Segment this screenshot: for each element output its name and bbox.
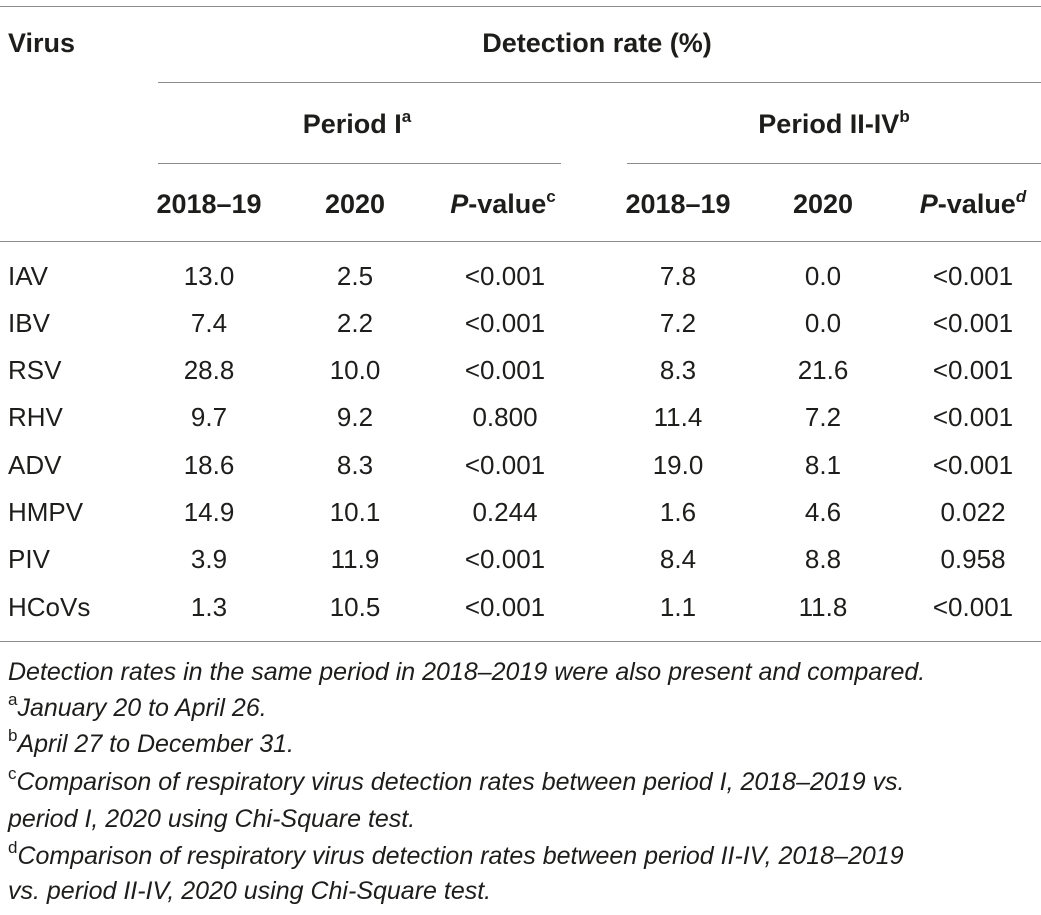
cell-p2-pvalue: 0.958	[940, 544, 1006, 574]
cell-p1-pvalue: <0.001	[464, 355, 546, 385]
cell-p2-pvalue: <0.001	[932, 450, 1014, 480]
cell-p1-2020: 2.2	[336, 308, 374, 338]
cell-p1-2020: 10.1	[329, 497, 381, 527]
footnote-d-continued: vs. period II-IV, 2020 using Chi-Square …	[8, 877, 492, 905]
footnote-c-continued: period I, 2020 using Chi-Square test.	[8, 805, 416, 833]
col-p1-2018-header: 2018–19	[156, 189, 262, 219]
header-bottom-rule	[0, 241, 1041, 242]
cell-p1-2018: 1.3	[190, 592, 228, 622]
cell-p1-2020: 11.9	[330, 544, 380, 574]
cell-p1-pvalue: <0.001	[464, 308, 546, 338]
col-p2-2020-header: 2020	[792, 189, 854, 219]
cell-p2-2020: 21.6	[797, 355, 849, 385]
cell-p2-pvalue: <0.001	[932, 261, 1014, 291]
period2-header: Period II-IVb	[758, 107, 910, 139]
cell-p1-2018: 3.9	[190, 544, 228, 574]
cell-p1-2018: 28.8	[183, 355, 235, 385]
col-p1-pvalue-header: P-valuec	[450, 187, 556, 219]
cell-p1-pvalue: <0.001	[464, 450, 546, 480]
cell-p2-2018: 7.2	[659, 308, 697, 338]
row-virus: RSV	[8, 355, 62, 385]
cell-p1-2020: 10.0	[329, 355, 381, 385]
row-virus: HMPV	[8, 497, 84, 527]
virus-header: Virus	[8, 28, 76, 58]
footnote-d: dComparison of respiratory virus detecti…	[8, 838, 904, 870]
footnote-c: cComparison of respiratory virus detecti…	[8, 764, 905, 796]
cell-p2-2020: 0.0	[804, 308, 842, 338]
cell-p1-2020: 10.5	[329, 592, 381, 622]
cell-p1-pvalue: <0.001	[464, 261, 546, 291]
cell-p1-2020: 2.5	[336, 261, 374, 291]
cell-p1-pvalue: 0.800	[472, 402, 538, 432]
cell-p1-2018: 13.0	[183, 261, 235, 291]
col-p2-pvalue-header: P-valued	[919, 187, 1027, 219]
cell-p2-pvalue: <0.001	[932, 308, 1014, 338]
cell-p2-pvalue: <0.001	[932, 402, 1014, 432]
cell-p2-2020: 0.0	[804, 261, 842, 291]
row-virus: HCoVs	[8, 592, 91, 622]
cell-p1-pvalue: 0.244	[472, 497, 538, 527]
period2-underline	[627, 163, 1041, 164]
footnote-b: bApril 27 to December 31.	[8, 726, 294, 758]
table-top-rule	[0, 6, 1041, 7]
cell-p1-2020: 8.3	[336, 450, 374, 480]
table-bottom-rule	[0, 641, 1041, 642]
cell-p2-2018: 11.4	[653, 402, 703, 432]
cell-p1-2020: 9.2	[336, 402, 374, 432]
cell-p2-2020: 4.6	[804, 497, 842, 527]
col-p1-2020-header: 2020	[324, 189, 386, 219]
cell-p2-2018: 8.3	[659, 355, 697, 385]
cell-p1-2018: 18.6	[183, 450, 235, 480]
footnote-a: aJanuary 20 to April 26.	[8, 690, 267, 722]
cell-p2-pvalue: <0.001	[932, 355, 1014, 385]
cell-p2-2020: 11.8	[798, 592, 848, 622]
cell-p2-pvalue: 0.022	[940, 497, 1006, 527]
row-virus: IBV	[8, 308, 50, 338]
period1-header: Period Ia	[302, 107, 412, 139]
period1-underline	[158, 163, 561, 164]
footnote-intro: Detection rates in the same period in 20…	[8, 658, 926, 686]
cell-p1-pvalue: <0.001	[464, 544, 546, 574]
cell-p2-2020: 8.1	[804, 450, 842, 480]
row-virus: RHV	[8, 402, 63, 432]
cell-p2-2018: 7.8	[659, 261, 697, 291]
cell-p1-pvalue: <0.001	[464, 592, 546, 622]
cell-p2-2018: 19.0	[652, 450, 704, 480]
row-virus: PIV	[8, 544, 50, 574]
cell-p1-2018: 14.9	[183, 497, 235, 527]
cell-p1-2018: 9.7	[190, 402, 228, 432]
cell-p2-2018: 1.6	[659, 497, 697, 527]
cell-p2-pvalue: <0.001	[932, 592, 1014, 622]
cell-p2-2020: 8.8	[804, 544, 842, 574]
cell-p2-2020: 7.2	[804, 402, 842, 432]
cell-p2-2018: 8.4	[659, 544, 697, 574]
cell-p2-2018: 1.1	[659, 592, 697, 622]
cell-p1-2018: 7.4	[190, 308, 228, 338]
row-virus: IAV	[8, 261, 48, 291]
row-virus: ADV	[8, 450, 62, 480]
detection-rate-underline	[158, 82, 1041, 83]
detection-rate-header: Detection rate (%)	[482, 28, 712, 58]
col-p2-2018-header: 2018–19	[625, 189, 731, 219]
